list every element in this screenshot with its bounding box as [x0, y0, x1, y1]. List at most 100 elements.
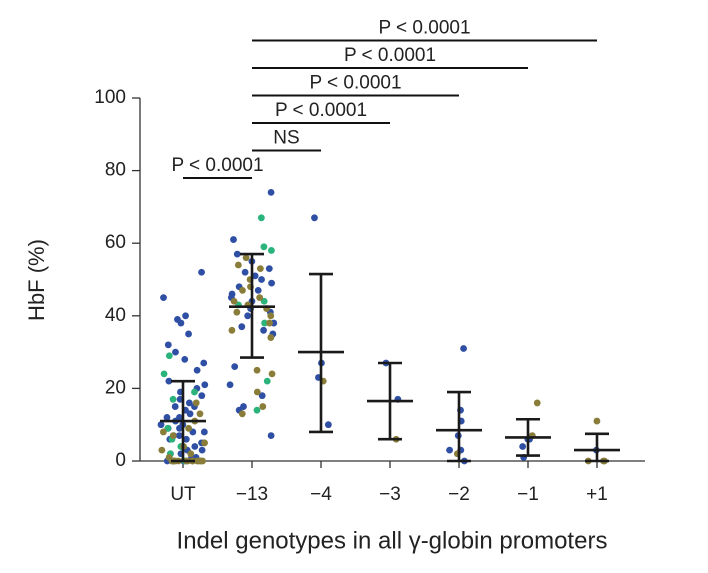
dot	[176, 424, 183, 432]
dot	[238, 410, 246, 418]
dot	[446, 446, 453, 454]
dot	[160, 294, 167, 302]
dot	[260, 297, 268, 305]
dot	[267, 188, 275, 196]
dot	[261, 319, 268, 327]
dot	[253, 366, 261, 374]
dot	[191, 443, 199, 450]
dot	[177, 319, 185, 327]
x-tick-label: −4	[310, 484, 332, 505]
dot	[324, 421, 332, 429]
dot	[165, 352, 173, 360]
dot	[258, 276, 265, 283]
dot	[260, 243, 268, 251]
dot	[268, 279, 275, 287]
dot	[158, 446, 166, 454]
significance-label: P < 0.0001	[378, 18, 470, 39]
x-axis-label: Indel genotypes in all γ-globin promoter…	[177, 527, 608, 554]
dot	[198, 446, 206, 454]
dot	[311, 214, 318, 222]
dot	[259, 403, 267, 410]
dot	[263, 377, 271, 385]
dot	[172, 348, 179, 356]
dot	[257, 214, 265, 222]
dot	[226, 381, 234, 389]
dot	[231, 363, 239, 371]
dot	[169, 395, 177, 403]
dot	[169, 432, 177, 439]
dot	[193, 366, 201, 374]
dot	[233, 308, 241, 316]
dot	[185, 399, 193, 407]
dot	[267, 432, 275, 439]
y-tick-label: 100	[94, 87, 126, 108]
y-tick-label: 20	[105, 377, 126, 398]
dot	[251, 272, 259, 280]
dot	[181, 355, 189, 363]
y-axis-label: HbF (%)	[24, 239, 49, 321]
dot	[460, 345, 467, 352]
dot	[265, 265, 273, 273]
dot	[533, 399, 541, 407]
dot	[266, 319, 273, 327]
dot	[160, 370, 168, 378]
dot	[268, 247, 275, 254]
dot	[238, 323, 246, 331]
dot	[185, 330, 192, 338]
x-tick-label: −1	[517, 484, 539, 505]
significance-label: P < 0.0001	[309, 73, 401, 94]
dot	[260, 326, 267, 334]
dot	[157, 421, 165, 429]
dot	[267, 312, 275, 320]
significance-label: P < 0.0001	[171, 155, 263, 176]
y-tick-label: 40	[105, 305, 126, 326]
dot	[182, 435, 190, 443]
y-tick-label: 0	[115, 450, 126, 471]
dot	[187, 450, 195, 458]
dot	[267, 334, 275, 341]
dot	[198, 268, 205, 276]
dot	[234, 261, 242, 269]
dot	[196, 410, 204, 418]
x-tick-label: UT	[170, 484, 196, 505]
dot	[258, 392, 266, 400]
dot	[191, 388, 198, 396]
x-tick-label: −3	[379, 484, 401, 505]
significance-label: P < 0.0001	[275, 100, 367, 121]
dot	[175, 432, 183, 439]
significance-label: NS	[273, 128, 299, 149]
dot	[254, 286, 262, 294]
x-tick-label: −13	[236, 484, 268, 505]
dot	[200, 428, 208, 436]
dot	[241, 268, 249, 276]
dot	[185, 424, 193, 432]
dot	[233, 250, 241, 258]
dot	[165, 377, 173, 385]
y-tick-label: 60	[105, 232, 126, 253]
x-tick-label: −2	[448, 484, 470, 505]
dot	[256, 294, 264, 302]
dot	[164, 341, 172, 349]
dot	[192, 399, 200, 407]
dot	[159, 428, 167, 436]
dot	[230, 236, 237, 243]
significance-label: P < 0.0001	[344, 45, 436, 66]
dot	[239, 286, 246, 294]
dot	[201, 439, 208, 447]
x-tick-label: +1	[586, 484, 608, 505]
dot	[268, 370, 276, 378]
dot	[198, 392, 206, 400]
dot	[230, 297, 238, 305]
dot	[519, 443, 527, 450]
dot	[201, 381, 209, 389]
dot	[171, 403, 179, 410]
dot	[163, 414, 171, 421]
dot	[253, 406, 261, 414]
dot	[242, 254, 250, 262]
dot	[200, 359, 208, 367]
dot	[593, 417, 601, 425]
dot	[182, 312, 189, 320]
dot	[228, 326, 236, 334]
dot	[253, 388, 261, 396]
